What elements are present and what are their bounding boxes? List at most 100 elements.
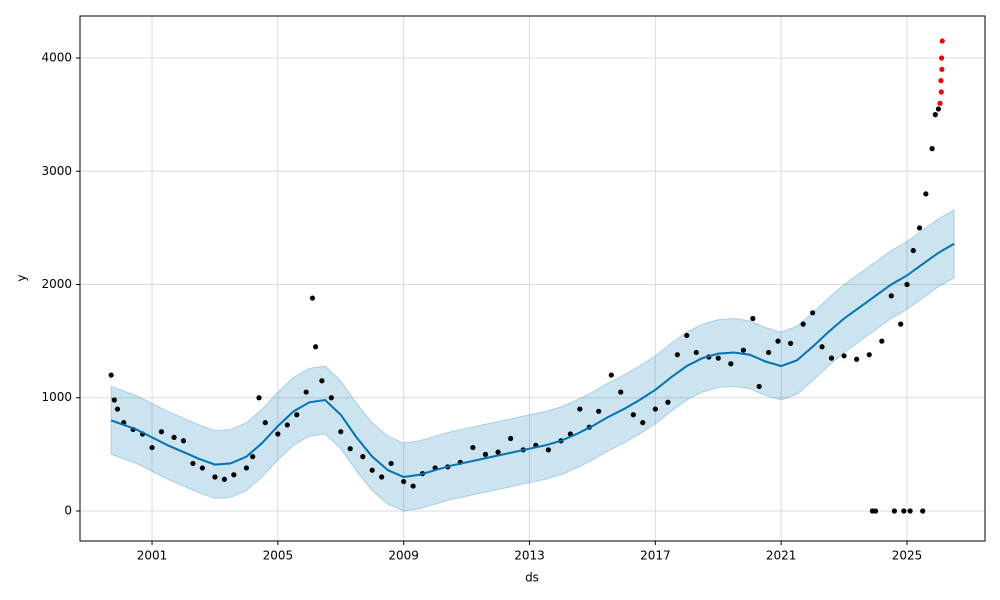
x-axis-label: ds [525, 571, 539, 585]
observed-point [715, 355, 721, 361]
observed-point [221, 476, 227, 482]
future-point [937, 100, 943, 106]
observed-point [819, 344, 825, 350]
observed-point [929, 146, 935, 152]
x-tick-label: 2013 [514, 549, 545, 563]
observed-point [750, 315, 756, 322]
observed-point [891, 508, 898, 514]
observed-point [114, 406, 121, 412]
observed-point [180, 438, 187, 444]
observed-point [294, 412, 300, 418]
observed-point [303, 389, 309, 395]
observed-point [111, 397, 117, 403]
observed-point [231, 472, 237, 478]
y-tick-label: 2000 [41, 277, 72, 291]
observed-point [888, 293, 894, 299]
plot-area [80, 16, 985, 541]
observed-point [630, 412, 636, 418]
plot-frame [79, 15, 986, 542]
future-point [939, 66, 945, 72]
observed-point [577, 406, 583, 412]
observed-point [901, 508, 907, 514]
observed-point [618, 389, 624, 395]
uncertainty-band [110, 208, 955, 512]
observed-point [787, 340, 794, 346]
x-tick-label: 2021 [766, 549, 797, 563]
observed-point [872, 508, 879, 514]
observed-point [360, 454, 366, 460]
y-tick-label: 1000 [41, 390, 72, 404]
observed-point [149, 444, 155, 451]
observed-point [284, 422, 290, 428]
observed-point [652, 406, 658, 412]
observed-point [756, 383, 762, 390]
observed-point [470, 444, 476, 451]
observed-point [800, 321, 806, 327]
x-tick-label: 2017 [640, 549, 671, 563]
observed-point [935, 106, 942, 112]
observed-point [640, 420, 646, 426]
x-tick-label: 2009 [388, 549, 419, 563]
y-axis-label: y [15, 274, 29, 281]
observed-point [158, 429, 165, 435]
observed-point [841, 353, 847, 359]
observed-point [369, 467, 375, 473]
observed-point [338, 429, 344, 435]
observed-point [190, 460, 196, 467]
observed-point [728, 361, 734, 367]
observed-point [904, 281, 910, 288]
observed-point [482, 451, 489, 457]
future-point [939, 38, 945, 44]
observed-point [319, 378, 325, 384]
observed-point [765, 349, 772, 356]
observed-point [508, 435, 514, 442]
observed-point [388, 460, 394, 467]
observed-point [910, 247, 916, 254]
future-point [938, 89, 944, 95]
observed-point [171, 434, 177, 440]
observed-point [693, 349, 699, 356]
observed-point [309, 295, 316, 301]
observed-point [199, 465, 205, 471]
x-tick-label: 2001 [137, 549, 168, 563]
observed-point [916, 225, 923, 231]
observed-point [854, 356, 860, 362]
observed-point [828, 355, 835, 361]
observed-point [212, 474, 218, 480]
y-tick-label: 0 [64, 503, 72, 517]
observed-point [898, 321, 904, 327]
observed-point [866, 352, 872, 358]
future-point [938, 78, 944, 84]
observed-point [932, 112, 938, 118]
observed-point [923, 191, 929, 197]
observed-point [545, 447, 551, 453]
observed-point [920, 508, 926, 514]
y-tick-label: 4000 [41, 51, 72, 65]
observed-point [401, 478, 407, 485]
observed-point [810, 310, 816, 316]
observed-point [313, 344, 319, 350]
observed-point [665, 399, 671, 405]
x-tick-label: 2005 [263, 549, 294, 563]
observed-point [775, 338, 781, 344]
observed-point [256, 395, 262, 401]
observed-point [684, 332, 690, 339]
observed-point [275, 431, 281, 437]
observed-point [608, 372, 614, 378]
observed-point [879, 338, 885, 344]
observed-point [347, 446, 353, 452]
observed-point [108, 372, 114, 378]
observed-point [674, 352, 680, 358]
y-tick-label: 3000 [41, 164, 72, 178]
observed-point [262, 420, 268, 426]
forecast-line [110, 242, 955, 479]
observed-point [328, 395, 334, 401]
observed-point [410, 483, 416, 489]
x-tick-label: 2025 [892, 549, 923, 563]
observed-point [596, 408, 602, 414]
future-point [938, 55, 945, 61]
observed-point [907, 508, 913, 514]
observed-point [250, 454, 256, 460]
observed-point [740, 347, 747, 353]
